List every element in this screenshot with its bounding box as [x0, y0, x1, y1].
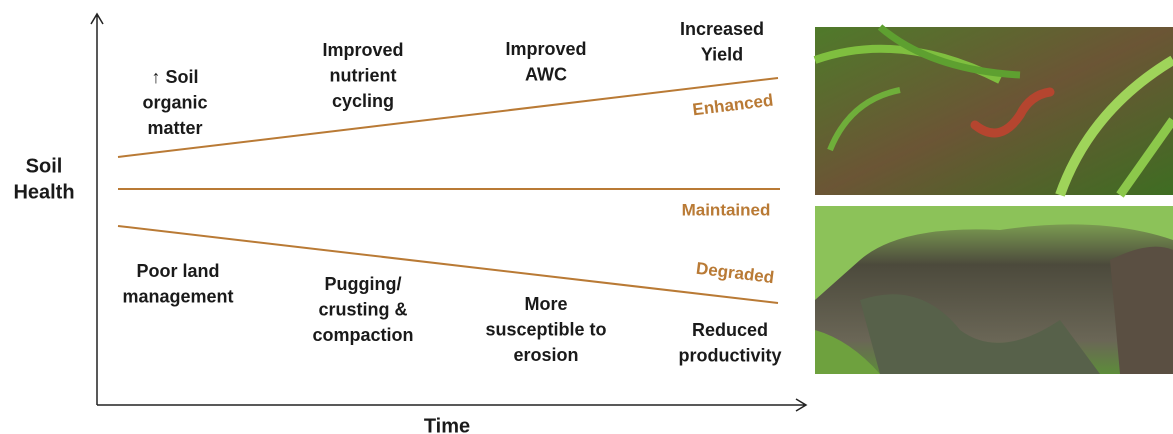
y-axis-label: Soil Health	[13, 155, 74, 203]
benefit-text: ↑ Soil	[151, 67, 198, 87]
benefit-text: Improved	[322, 40, 403, 60]
photo-earthworm	[815, 27, 1173, 195]
harm-text: compaction	[312, 325, 413, 345]
benefit-text: Yield	[701, 44, 743, 64]
harm-text: crusting &	[318, 299, 407, 319]
benefit-text: Increased	[680, 19, 764, 39]
y-axis-label-line: Soil	[26, 155, 63, 177]
y-axis-label-line: Health	[13, 181, 74, 203]
harm-text: More	[524, 294, 567, 314]
benefit-text: Improved	[505, 39, 586, 59]
benefit-text: AWC	[525, 64, 567, 84]
trend-label: Degraded	[695, 259, 775, 287]
harm-text: Pugging/	[325, 274, 402, 294]
harm-text: Poor land	[136, 261, 219, 281]
harm-text: erosion	[513, 345, 578, 365]
annotations: ↑ Soil organic matter Improved nutrient cycli…	[122, 19, 781, 366]
benefit-text: organic	[142, 92, 207, 112]
x-axis-label: Time	[424, 415, 470, 434]
benefit-text: cycling	[332, 91, 394, 111]
benefit-text: matter	[147, 118, 202, 138]
photo-erosion	[815, 206, 1173, 374]
benefit-text: nutrient	[330, 65, 397, 85]
diagram: Enhanced Maintained Degraded Time Soil He…	[0, 0, 1173, 434]
harm-text: Reduced	[692, 320, 768, 340]
trend-label: Maintained	[682, 200, 771, 219]
x-axis	[97, 399, 806, 411]
trend-label: Enhanced	[691, 91, 774, 120]
y-axis	[91, 14, 103, 405]
harm-text: susceptible to	[485, 319, 606, 339]
enhanced-line	[118, 78, 778, 157]
harm-text: productivity	[678, 345, 781, 365]
harm-text: management	[122, 286, 233, 306]
